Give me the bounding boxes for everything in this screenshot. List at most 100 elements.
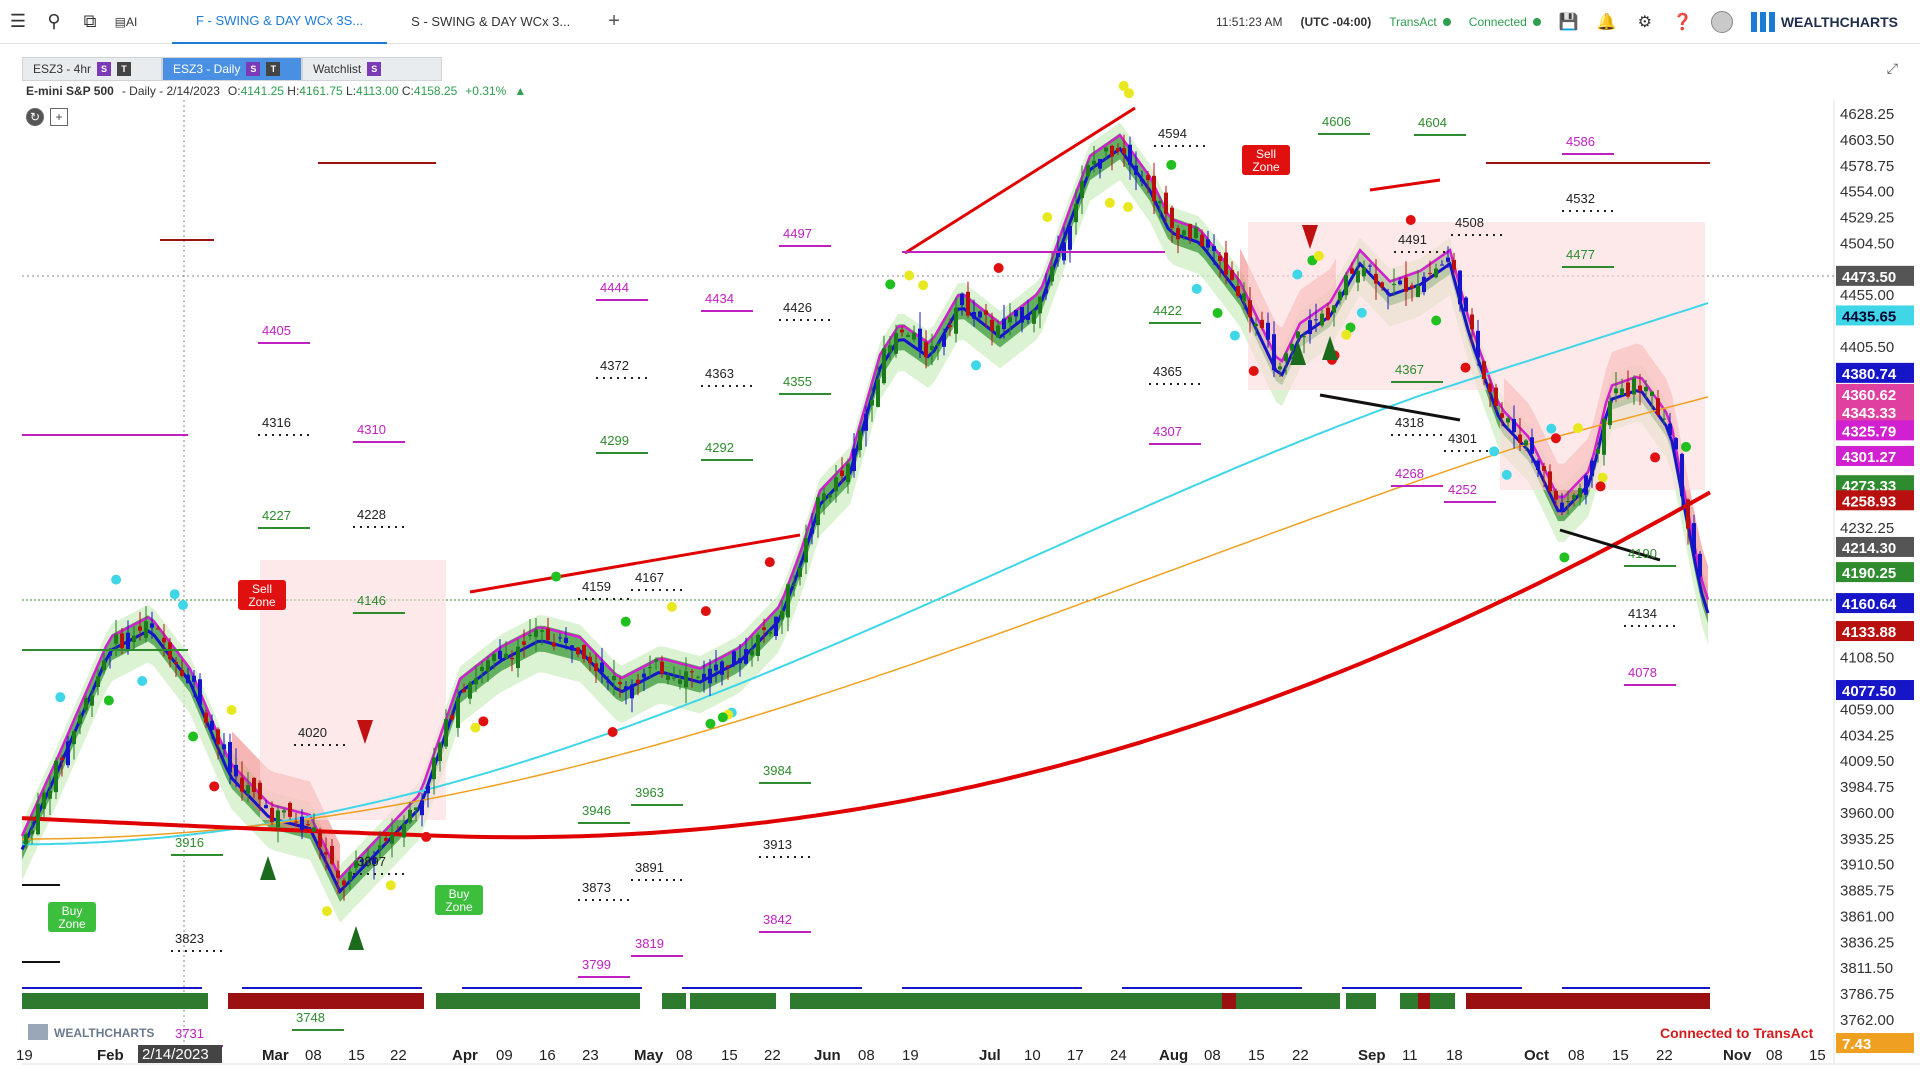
- signal-dot: [1405, 214, 1416, 225]
- level-label-4299: 4299: [600, 433, 629, 448]
- signal-dot: [209, 781, 220, 792]
- candle-body: [1248, 300, 1252, 317]
- chart-tab-watchlist[interactable]: Watchlist S: [302, 57, 442, 81]
- candle-body: [1566, 501, 1570, 503]
- candle-body: [1686, 499, 1690, 529]
- settings-circle-icon[interactable]: ↻: [26, 108, 44, 126]
- candle-body: [1320, 313, 1324, 326]
- candle-body: [978, 311, 982, 318]
- candle-body: [576, 647, 580, 655]
- price-tick-label: 3885.75: [1840, 883, 1894, 900]
- save-icon[interactable]: 💾: [1558, 14, 1579, 31]
- signal-dot: [764, 557, 775, 568]
- layouts-icon[interactable]: ⧉: [83, 11, 97, 31]
- time-tick-label: 15: [348, 1047, 365, 1064]
- time-tick-label: Nov: [1723, 1047, 1752, 1064]
- ai-icon[interactable]: ▤ AI: [114, 14, 138, 29]
- candle-body: [1428, 272, 1432, 274]
- signal-strip-segment: [1236, 993, 1340, 1009]
- bell-icon[interactable]: 🔔: [1596, 14, 1617, 31]
- trend-line: [904, 106, 1136, 255]
- fullscreen-icon[interactable]: ⤢: [1886, 60, 1898, 76]
- level-label-4228: 4228: [357, 507, 386, 522]
- signal-dot: [1341, 329, 1352, 340]
- candle-body: [96, 676, 100, 687]
- price-tick-label: 4504.50: [1840, 235, 1894, 252]
- add-tab-button[interactable]: +: [608, 10, 620, 32]
- signal-dot: [666, 601, 677, 612]
- candle-body: [984, 310, 988, 315]
- gear-icon[interactable]: ⚙: [1637, 14, 1652, 31]
- price-tag: [1836, 383, 1914, 404]
- candle-body: [1656, 398, 1660, 415]
- candle-body: [1080, 180, 1084, 199]
- candle-body: [1290, 343, 1294, 351]
- candle-body: [1374, 273, 1378, 284]
- menu-icon[interactable]: ☰: [9, 11, 27, 31]
- candle-body: [186, 674, 190, 684]
- level-labels: 4606 4604 4594 4586 4532 4508 4497 4491 4477 4444…: [22, 114, 1710, 1047]
- candle-body: [354, 860, 358, 868]
- candle-body: [1002, 318, 1006, 330]
- tab-layout-1[interactable]: F - SWING & DAY WCx 3S...: [172, 0, 388, 44]
- candle-body: [144, 621, 148, 638]
- help-icon[interactable]: ❓: [1672, 14, 1693, 31]
- strategy-badge[interactable]: S: [246, 62, 261, 76]
- candle-body: [240, 777, 244, 792]
- candle-body: [510, 657, 514, 660]
- signal-dot: [918, 280, 929, 291]
- candle-body: [1548, 471, 1552, 492]
- candle-body: [198, 679, 202, 705]
- level-label-4292: 4292: [705, 440, 734, 455]
- strategy-badge[interactable]: S: [97, 62, 112, 76]
- candle-body: [1398, 280, 1402, 285]
- chart-tab-esz3-4hr[interactable]: ESZ3 - 4hr S T: [22, 57, 162, 81]
- level-label-4252: 4252: [1448, 482, 1477, 497]
- candle-body: [1590, 460, 1594, 477]
- zone-label-line1: Buy: [62, 904, 83, 918]
- time-tick-label: Oct: [1524, 1047, 1549, 1064]
- clock: 11:51:23 AM: [1216, 15, 1283, 29]
- level-label-4355: 4355: [783, 374, 812, 389]
- candle-body: [1032, 310, 1036, 324]
- candle-body: [882, 348, 886, 384]
- candle-body: [930, 345, 934, 350]
- time-tick-label: Sep: [1358, 1047, 1386, 1064]
- buy-arrow-icon: [1322, 336, 1338, 360]
- avatar[interactable]: [1710, 11, 1733, 33]
- search-icon[interactable]: ⚲: [47, 11, 61, 31]
- signal-dot: [1345, 322, 1356, 333]
- candle-body: [1446, 257, 1450, 262]
- candle-body: [624, 686, 628, 689]
- time-tick-label: Apr: [452, 1047, 478, 1064]
- price-tag: [1836, 362, 1914, 383]
- candle-body: [390, 834, 394, 844]
- tab-layout-2[interactable]: S - SWING & DAY WCx 3...: [387, 0, 594, 44]
- candle-body: [1068, 225, 1072, 250]
- trade-badge[interactable]: T: [117, 62, 132, 76]
- signal-dot: [885, 279, 896, 290]
- timezone[interactable]: (UTC -04:00): [1300, 15, 1372, 29]
- candle-body: [306, 824, 310, 826]
- transact-status[interactable]: TransAct: [1389, 15, 1451, 29]
- time-tick-label: 22: [1292, 1047, 1309, 1064]
- candle-body: [498, 650, 502, 660]
- signal-strip-segment: [690, 993, 776, 1009]
- status-dot-icon: [1442, 18, 1451, 26]
- candle-body: [270, 807, 274, 823]
- candle-body: [1458, 270, 1462, 305]
- level-label-4422: 4422: [1153, 303, 1182, 318]
- sell-zone-badge: [1242, 145, 1290, 175]
- strategy-badge[interactable]: S: [367, 62, 382, 76]
- add-indicator-icon[interactable]: +: [50, 108, 68, 126]
- candle-body: [870, 399, 874, 406]
- candle-body: [1272, 334, 1276, 371]
- watermark-logo-icon: [28, 1024, 48, 1040]
- signal-dot: [717, 712, 728, 723]
- price-tag-value: 4077.50: [1842, 683, 1896, 700]
- chart-tab-esz3-daily[interactable]: ESZ3 - Daily S T: [162, 57, 302, 81]
- candle-body: [1338, 291, 1342, 301]
- trade-badge[interactable]: T: [266, 62, 281, 76]
- candle-body: [408, 809, 412, 823]
